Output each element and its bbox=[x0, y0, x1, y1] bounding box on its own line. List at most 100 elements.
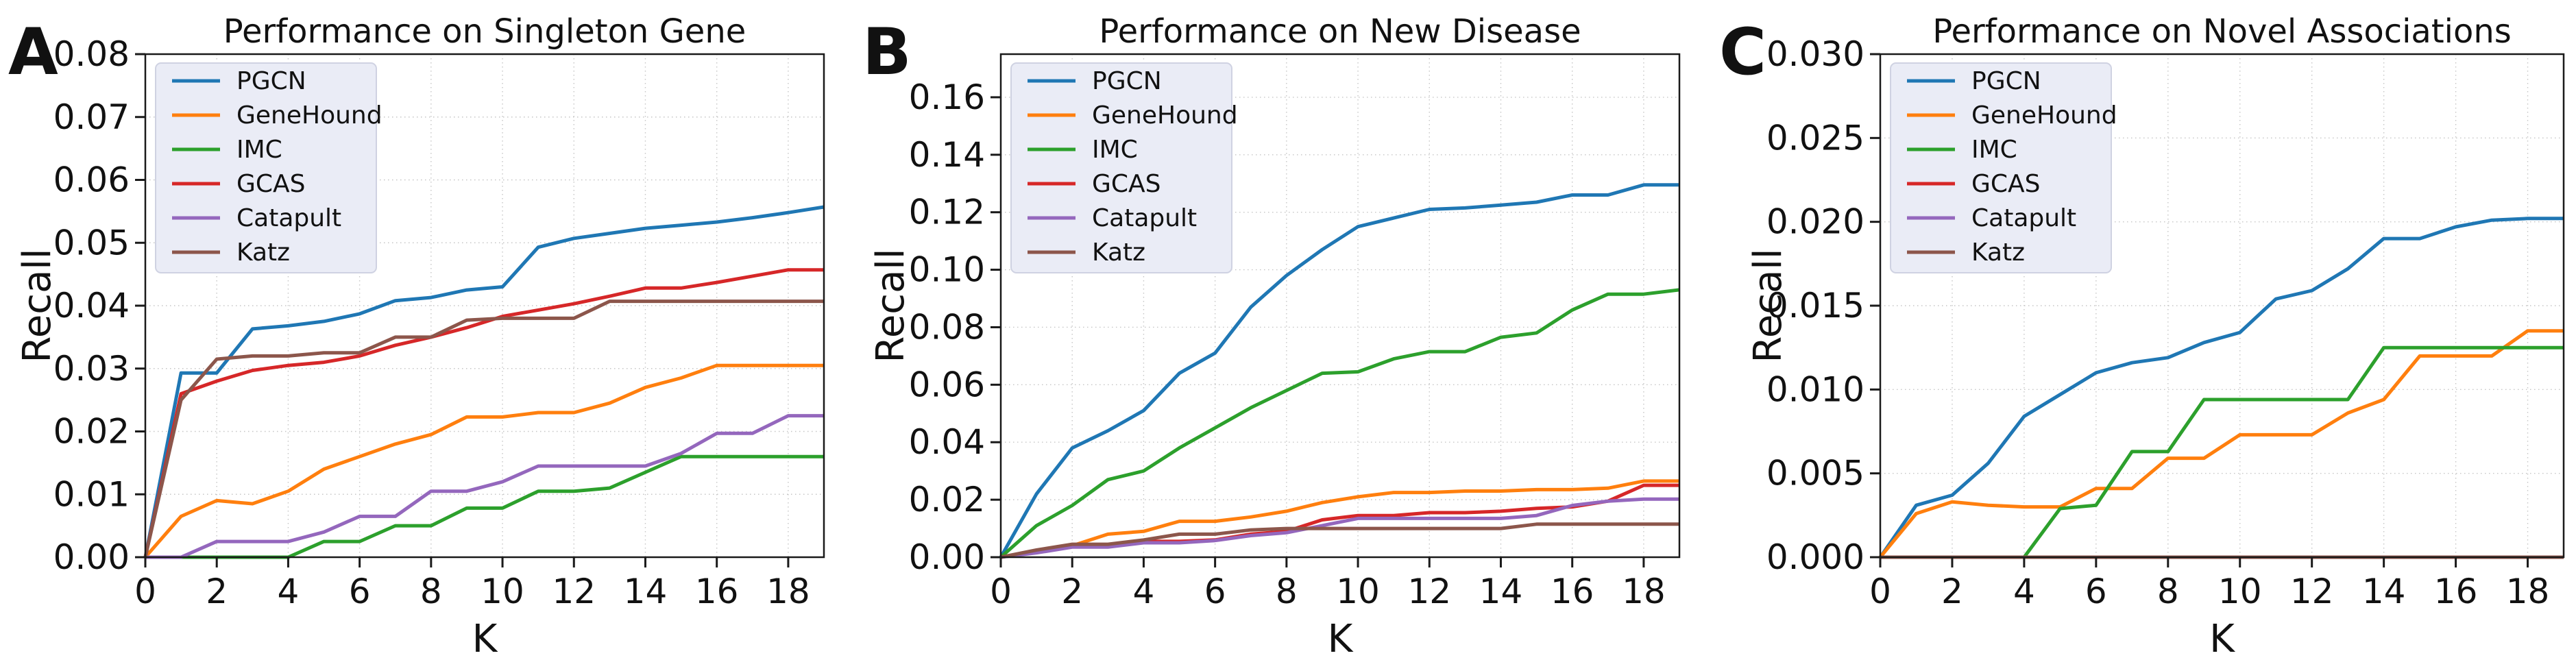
legend-label: Katz bbox=[1971, 239, 2025, 267]
x-tick-label: 8 bbox=[1276, 572, 1298, 611]
y-tick-label: 0.06 bbox=[53, 160, 130, 200]
line-Katz bbox=[143, 300, 824, 558]
legend-entry-Katz: Katz bbox=[172, 239, 290, 267]
x-tick-label: 4 bbox=[1133, 572, 1155, 611]
x-tick-label: 0 bbox=[1869, 572, 1891, 611]
line-GeneHound bbox=[1879, 329, 2564, 559]
y-tick-label: 0.07 bbox=[53, 97, 130, 137]
x-axis-label-A: K bbox=[472, 617, 498, 660]
y-tick-label: 0.00 bbox=[53, 537, 130, 577]
x-tick-label: 18 bbox=[1622, 572, 1666, 611]
line-Catapult bbox=[1000, 497, 1679, 559]
line-Katz bbox=[1000, 522, 1679, 559]
y-tick-label: 0.14 bbox=[909, 135, 985, 175]
y-tick-label: 0.005 bbox=[1766, 454, 1864, 493]
line-Catapult bbox=[145, 414, 824, 559]
y-tick-label: 0.08 bbox=[53, 34, 130, 74]
y-tick-label: 0.05 bbox=[53, 223, 130, 262]
tick-marks bbox=[991, 96, 1645, 567]
tick-labels: 0 2 4 6 8 10 12 14 16 18 0.000 0.005 0.010 0.015 0.020… bbox=[1766, 34, 2549, 611]
legend-entry-IMC: IMC bbox=[1028, 136, 1138, 164]
legend-label: GCAS bbox=[1971, 170, 2041, 198]
line-PGCN bbox=[999, 183, 1679, 559]
y-axis-label-C: Recall bbox=[1746, 248, 1790, 363]
y-tick-label: 0.01 bbox=[53, 474, 130, 514]
tick-marks bbox=[1870, 53, 2529, 567]
legend-label: Catapult bbox=[1971, 204, 2076, 232]
x-tick-label: 14 bbox=[1479, 572, 1523, 611]
x-tick-label: 16 bbox=[1551, 572, 1594, 611]
legend-entry-GCAS: GCAS bbox=[172, 170, 306, 198]
x-tick-label: 4 bbox=[278, 572, 300, 611]
panel-B: 0 2 4 6 8 10 12 14 16 18 0.00 0.02 0.04 0.06 0.08 0.10 0… bbox=[909, 53, 1681, 611]
line-GeneHound bbox=[1000, 479, 1679, 559]
line-PGCN bbox=[1878, 217, 2564, 559]
y-tick-label: 0.04 bbox=[53, 286, 130, 326]
y-tick-label: 0.02 bbox=[53, 412, 130, 452]
x-tick-label: 8 bbox=[2157, 572, 2179, 611]
panel-title-A: Performance on Singleton Gene bbox=[223, 12, 746, 51]
y-tick-label: 0.03 bbox=[53, 349, 130, 389]
legend-label: Katz bbox=[236, 239, 290, 267]
legend: PGCN GeneHound IMC GCAS Catapult Katz bbox=[1890, 62, 2117, 273]
legend: PGCN GeneHound IMC GCAS Catapult Katz bbox=[1010, 62, 1238, 273]
legend-entry-Catapult: Catapult bbox=[172, 204, 341, 232]
x-tick-label: 16 bbox=[695, 572, 739, 611]
y-tick-label: 0.00 bbox=[909, 537, 985, 577]
line-GeneHound bbox=[144, 363, 824, 559]
panel-letter-A: A bbox=[8, 15, 58, 90]
legend-label: IMC bbox=[1092, 136, 1138, 164]
y-tick-label: 0.10 bbox=[909, 250, 985, 290]
x-tick-label: 8 bbox=[420, 572, 442, 611]
panel-title-B: Performance on New Disease bbox=[1099, 12, 1581, 51]
legend-label: PGCN bbox=[236, 67, 306, 95]
y-tick-label: 0.12 bbox=[909, 193, 985, 232]
x-tick-label: 12 bbox=[2290, 572, 2334, 611]
legend-entry-GeneHound: GeneHound bbox=[1907, 101, 2117, 130]
tick-labels: 0 2 4 6 8 10 12 14 16 18 0.00 0.02 0.04 0.06 0.08 0.10 0… bbox=[909, 77, 1666, 611]
y-tick-label: 0.015 bbox=[1766, 286, 1864, 326]
legend-label: GeneHound bbox=[1092, 101, 1238, 130]
legend-entry-IMC: IMC bbox=[1907, 136, 2017, 164]
legend-label: GeneHound bbox=[236, 101, 382, 130]
legend-label: Catapult bbox=[236, 204, 341, 232]
legend-entry-GCAS: GCAS bbox=[1907, 170, 2041, 198]
tick-marks bbox=[135, 53, 790, 567]
panel-letter-B: B bbox=[862, 15, 912, 90]
x-tick-label: 12 bbox=[1407, 572, 1451, 611]
legend-entry-GeneHound: GeneHound bbox=[172, 101, 382, 130]
y-tick-label: 0.16 bbox=[909, 77, 985, 117]
legend-label: GCAS bbox=[236, 170, 306, 198]
x-axis-label-B: K bbox=[1327, 617, 1353, 660]
x-tick-label: 12 bbox=[552, 572, 596, 611]
y-tick-label: 0.025 bbox=[1766, 118, 1864, 158]
x-tick-label: 2 bbox=[1941, 572, 1963, 611]
legend-label: Katz bbox=[1092, 239, 1145, 267]
x-tick-label: 2 bbox=[1061, 572, 1083, 611]
legend-label: IMC bbox=[236, 136, 282, 164]
x-axis-label-C: K bbox=[2209, 617, 2235, 660]
legend-entry-PGCN: PGCN bbox=[1907, 67, 2041, 95]
x-tick-label: 10 bbox=[2218, 572, 2262, 611]
x-tick-label: 4 bbox=[2013, 572, 2035, 611]
line-PGCN bbox=[143, 205, 825, 558]
legend-label: PGCN bbox=[1971, 67, 2041, 95]
legend-entry-Katz: Katz bbox=[1028, 239, 1145, 267]
y-tick-label: 0.06 bbox=[909, 365, 985, 404]
line-GCAS bbox=[143, 268, 824, 558]
x-tick-label: 6 bbox=[1204, 572, 1226, 611]
x-tick-label: 14 bbox=[624, 572, 668, 611]
x-tick-label: 0 bbox=[134, 572, 156, 611]
legend-label: PGCN bbox=[1092, 67, 1162, 95]
y-tick-label: 0.04 bbox=[909, 422, 985, 462]
legend-label: IMC bbox=[1971, 136, 2017, 164]
y-tick-label: 0.08 bbox=[909, 307, 985, 347]
legend: PGCN GeneHound IMC GCAS Catapult Katz bbox=[155, 62, 382, 273]
y-tick-label: 0.02 bbox=[909, 480, 985, 520]
legend-entry-Catapult: Catapult bbox=[1907, 204, 2076, 232]
x-tick-label: 18 bbox=[2506, 572, 2550, 611]
x-tick-label: 14 bbox=[2362, 572, 2406, 611]
x-tick-label: 0 bbox=[990, 572, 1012, 611]
